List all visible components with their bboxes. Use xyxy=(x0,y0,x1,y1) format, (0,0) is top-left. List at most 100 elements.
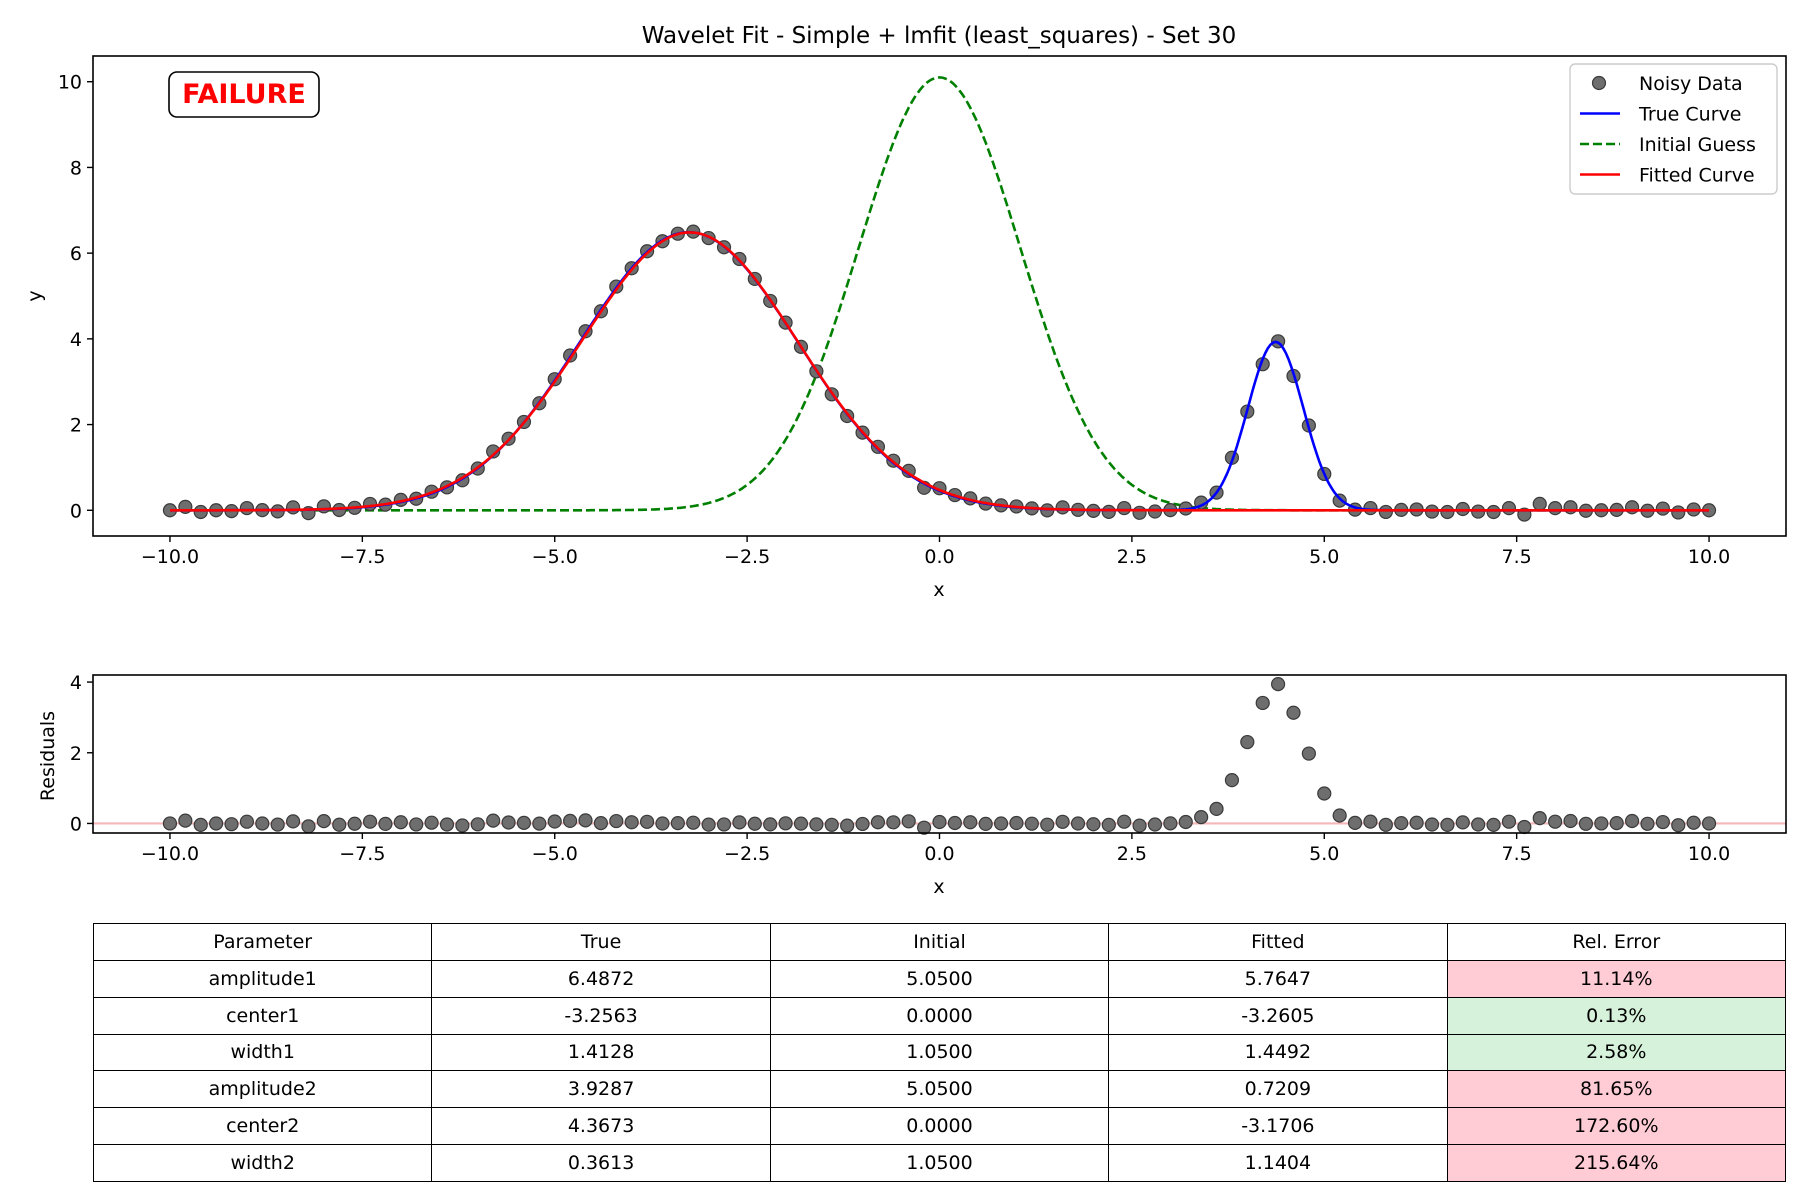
residual-point xyxy=(1101,817,1116,833)
x-tick-label: 2.5 xyxy=(1117,546,1147,568)
residual-point xyxy=(1378,817,1393,832)
residual-y-axis: 0 2 4 xyxy=(70,672,93,835)
residual-point xyxy=(439,817,455,832)
status-badge: FAILURE xyxy=(168,71,320,118)
x-tick-label: −7.5 xyxy=(339,546,385,568)
residual-point xyxy=(747,816,762,831)
table-cell-rel-error: 11.14% xyxy=(1446,959,1787,998)
y-tick-label: 0 xyxy=(70,813,82,835)
table-cell-fitted: 1.4492 xyxy=(1108,1033,1448,1072)
residual-point xyxy=(701,817,716,832)
residual-point xyxy=(793,816,809,831)
residual-point xyxy=(1070,816,1086,831)
residual-point xyxy=(1701,816,1717,831)
table-cell-param: center1 xyxy=(92,996,433,1035)
chart-title: Wavelet Fit - Simple + lmfit (least_squa… xyxy=(642,23,1237,49)
residual-point xyxy=(670,816,685,831)
residual-point xyxy=(270,817,285,832)
parameter-table: Parameter True Initial Fitted Rel. Error ampl… xyxy=(92,923,1787,1182)
noisy-data-point xyxy=(1332,493,1347,508)
noisy-data-point xyxy=(486,444,501,459)
table-cell-fitted: 0.7209 xyxy=(1108,1070,1448,1109)
table-cell-initial: 1.0500 xyxy=(769,1144,1110,1182)
residual-point xyxy=(824,817,839,832)
table-cell-initial: 0.0000 xyxy=(769,1107,1110,1146)
table-cell-fitted: 1.1404 xyxy=(1108,1144,1448,1182)
table-cell-initial: 1.0500 xyxy=(769,1033,1110,1072)
table-row: center2 4.3673 0.0000 -3.1706 172.60% xyxy=(92,1107,1787,1146)
residual-point xyxy=(1671,818,1686,833)
residual-point xyxy=(486,813,501,828)
noisy-data-point xyxy=(1117,500,1132,516)
table-cell-rel-error: 172.60% xyxy=(1446,1107,1787,1146)
legend-label: Noisy Data xyxy=(1639,73,1743,95)
residual-point xyxy=(1424,817,1440,832)
legend-marker xyxy=(1591,75,1607,91)
residual-point xyxy=(1270,676,1286,692)
noisy-data-point xyxy=(362,496,378,512)
noisy-data-point xyxy=(1132,505,1147,520)
main-y-axis: 0 2 4 6 8 10 xyxy=(58,72,93,522)
residual-point xyxy=(1009,815,1024,831)
residual-point xyxy=(378,816,393,832)
table-header-cell: Fitted xyxy=(1108,923,1448,961)
table-row: center1 -3.2563 0.0000 -3.2605 0.13% xyxy=(92,996,1787,1035)
table-cell-initial: 0.0000 xyxy=(769,996,1110,1035)
residual-point xyxy=(409,817,424,832)
noisy-data-point xyxy=(1624,500,1640,515)
status-badge-text: FAILURE xyxy=(182,79,306,110)
residual-point xyxy=(686,815,701,830)
legend-box xyxy=(1569,63,1778,195)
residual-point xyxy=(947,815,962,831)
residual-point xyxy=(609,813,624,829)
y-tick-label: 6 xyxy=(70,243,82,265)
residual-point xyxy=(1086,817,1101,832)
table-cell-initial: 5.0500 xyxy=(769,1070,1110,1109)
table-cell-param: amplitude2 xyxy=(92,1070,433,1109)
legend-label: Initial Guess xyxy=(1639,134,1756,156)
main-x-axis-label: x xyxy=(933,579,944,601)
y-tick-label: 10 xyxy=(58,72,82,94)
table-header-row: Parameter True Initial Fitted Rel. Error xyxy=(92,923,1787,961)
main-axes-frame xyxy=(92,55,1787,537)
residual-point xyxy=(1624,813,1640,829)
legend-label: True Curve xyxy=(1638,104,1741,126)
main-y-axis-label: y xyxy=(24,290,46,301)
residual-point xyxy=(362,814,378,829)
residual-point xyxy=(593,816,609,831)
residual-point xyxy=(624,815,639,830)
noisy-data-point xyxy=(316,499,331,514)
fitted-curve-line xyxy=(170,231,1709,512)
x-tick-label: 5.0 xyxy=(1309,843,1339,865)
residual-point xyxy=(1655,814,1670,830)
residual-point xyxy=(1394,815,1409,831)
table-cell-rel-error: 215.64% xyxy=(1446,1144,1787,1182)
residual-point xyxy=(886,815,901,830)
main-x-axis: −10.0 −7.5 −5.0 −2.5 0.0 2.5 5.0 7.5 10.0 xyxy=(141,536,1730,568)
residual-y-axis-label: Residuals xyxy=(37,711,59,801)
residual-point xyxy=(840,818,855,833)
x-tick-label: 0.0 xyxy=(924,843,954,865)
residual-axes-frame xyxy=(92,674,1787,834)
y-tick-label: 4 xyxy=(70,672,82,694)
noisy-data-point xyxy=(285,500,301,515)
residual-point xyxy=(1686,815,1701,830)
residual-point xyxy=(1486,817,1501,832)
x-tick-label: 10.0 xyxy=(1688,843,1730,865)
residual-x-axis-label: x xyxy=(933,876,944,898)
residual-point xyxy=(1194,810,1209,825)
table-cell-true: 4.3673 xyxy=(431,1107,771,1146)
table-cell-true: 0.3613 xyxy=(431,1144,771,1182)
residual-point xyxy=(316,814,331,829)
noisy-data-point xyxy=(1501,501,1517,516)
table-cell-param: amplitude1 xyxy=(92,959,433,998)
residual-point xyxy=(1163,816,1178,831)
y-tick-label: 4 xyxy=(70,329,82,351)
residual-point xyxy=(1224,773,1240,788)
residual-plot-area xyxy=(93,676,1786,835)
residual-point xyxy=(1609,816,1624,831)
residual-point xyxy=(332,817,347,832)
residual-point xyxy=(1040,817,1055,832)
residual-point xyxy=(732,815,747,830)
table-cell-param: center2 xyxy=(92,1107,433,1146)
